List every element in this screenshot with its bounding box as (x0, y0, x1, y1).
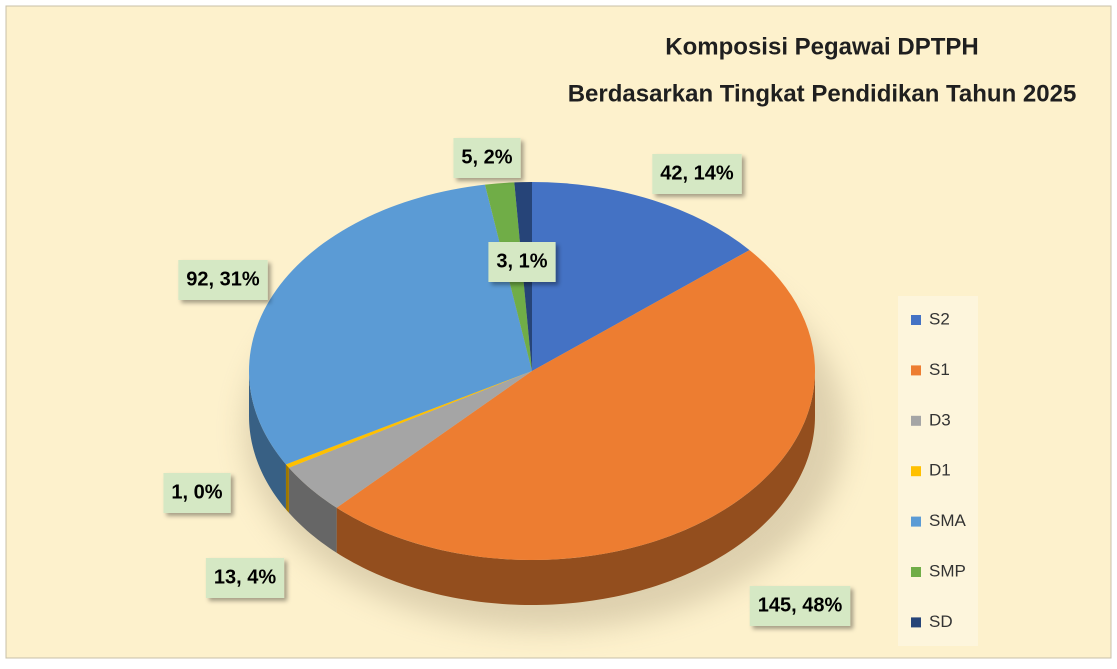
data-label-box (163, 473, 231, 513)
legend: S2 S1 D3 D1 SMA SMP SD (911, 309, 967, 631)
pie (249, 182, 815, 605)
slice (532, 182, 750, 371)
legend-label: SMP (929, 561, 966, 580)
data-label-box (205, 558, 285, 598)
slice-side (285, 464, 289, 513)
data-label-box (652, 154, 742, 194)
slice (288, 371, 532, 508)
data-label: 13, 4% (205, 558, 285, 598)
data-label-text: 3, 1% (496, 250, 547, 272)
data-label-text: 92, 31% (186, 268, 260, 290)
legend-label: D3 (929, 410, 951, 429)
data-label-text: 5, 2% (461, 146, 512, 168)
legend-swatch (911, 516, 921, 527)
data-label-text: 13, 4% (214, 566, 276, 588)
slice (336, 250, 815, 560)
data-label-text: 42, 14% (660, 162, 734, 184)
slice-side (249, 371, 286, 510)
data-label-box (749, 586, 851, 626)
chart-subtitle: Berdasarkan Tingkat Pendidikan Tahun 202… (568, 80, 1077, 107)
legend-swatch (911, 567, 921, 577)
data-label: 5, 2% (453, 138, 521, 178)
data-label: 42, 14% (652, 154, 742, 194)
legend-swatch (911, 365, 921, 376)
data-label: 145, 48% (749, 586, 851, 626)
legend-swatch (911, 315, 921, 325)
data-label: 1, 0% (163, 473, 231, 513)
legend-swatch (911, 617, 921, 628)
legend-swatch (911, 415, 921, 426)
slice (285, 371, 532, 468)
data-label: 3, 1% (488, 242, 556, 282)
legend-label: SD (929, 612, 953, 631)
legend-label: S2 (929, 309, 950, 328)
legend-label: SMA (929, 511, 967, 530)
data-label-box (178, 260, 268, 300)
legend-label: S1 (929, 360, 950, 379)
data-label-text: 1, 0% (171, 481, 222, 503)
slice-side (336, 371, 815, 605)
data-label-box (488, 242, 556, 282)
chart-title: Komposisi Pegawai DPTPH (665, 33, 978, 60)
slice (249, 184, 532, 465)
labels: 42, 14% 145, 48% 13, 4% 1, 0% 92, 31% 5, 2% 3,… (163, 138, 851, 626)
slice-side (288, 467, 337, 553)
data-label: 92, 31% (178, 260, 268, 300)
legend-label: D1 (929, 461, 951, 480)
data-label-text: 145, 48% (758, 594, 843, 616)
legend-swatch (911, 466, 921, 477)
data-label-box (453, 138, 521, 178)
